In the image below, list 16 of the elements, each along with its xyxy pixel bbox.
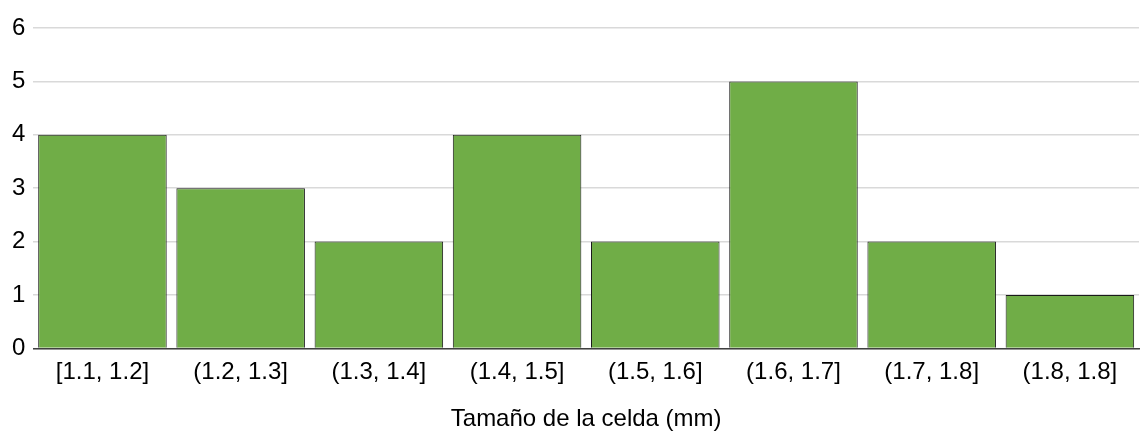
x-tick-label: (1.2, 1.3] bbox=[193, 357, 289, 385]
y-tick-label: 3 bbox=[11, 172, 26, 200]
x-tick-label: (1.7, 1.8] bbox=[884, 357, 980, 385]
x-tick-label: (1.5, 1.6] bbox=[607, 357, 703, 385]
x-tick-label: (1.6, 1.7] bbox=[746, 357, 841, 385]
x-tick-label: [1.1, 1.2] bbox=[55, 357, 150, 385]
y-tick-label: 5 bbox=[11, 66, 26, 94]
x-tick-label: (1.8, 1.8] bbox=[1022, 357, 1118, 385]
x-tick-label: (1.3, 1.4] bbox=[331, 357, 427, 385]
y-tick-label: 1 bbox=[11, 279, 26, 307]
x-axis-title: Tamaño de la celda (mm) bbox=[450, 404, 722, 432]
x-tick-label: (1.4, 1.5] bbox=[469, 357, 565, 385]
y-tick-label: 0 bbox=[11, 333, 26, 361]
y-tick-label: 4 bbox=[11, 119, 26, 147]
y-tick-label: 2 bbox=[11, 226, 26, 254]
y-tick-label: 6 bbox=[11, 12, 26, 40]
